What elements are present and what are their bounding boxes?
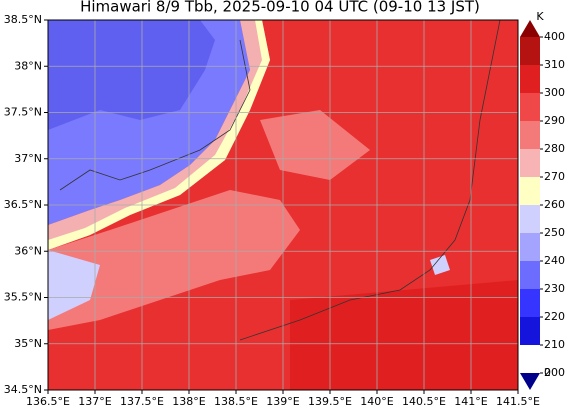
- colorbar-bin: [520, 177, 540, 205]
- colorbar-label: 270: [544, 170, 565, 183]
- x-tick-label: 141.5°E: [496, 395, 540, 408]
- colorbar-bin: [520, 121, 540, 149]
- colorbar-bin: [520, 261, 540, 289]
- colorbar-bin: [520, 65, 540, 93]
- y-tick-label: 38°N: [14, 59, 42, 72]
- x-tick-label: 136.5°E: [26, 395, 70, 408]
- x-tick-label: 140.5°E: [402, 395, 446, 408]
- colorbar-bin: [520, 317, 540, 345]
- y-tick-label: 37°N: [14, 152, 42, 165]
- x-tick-label: 138°E: [172, 395, 205, 408]
- colorbar-bin: [520, 37, 540, 65]
- y-tick-label: 38.5°N: [4, 13, 42, 26]
- x-tick-label: 138.5°E: [214, 395, 258, 408]
- colorbar-bin: [520, 233, 540, 261]
- map-title: Himawari 8/9 Tbb, 2025-09-10 04 UTC (09-…: [80, 0, 480, 16]
- y-tick-label: 37.5°N: [4, 106, 42, 119]
- colorbar-label: 260: [544, 198, 565, 211]
- colorbar-label: 240: [544, 254, 565, 267]
- y-tick-label: 36°N: [14, 244, 42, 257]
- colorbar-label: 400: [544, 30, 565, 43]
- colorbar-label: 280: [544, 142, 565, 155]
- colorbar-bin: [520, 149, 540, 177]
- y-tick-label: 35.5°N: [4, 291, 42, 304]
- colorbar-extend: [520, 20, 540, 37]
- y-tick-label: 34.5°N: [4, 383, 42, 396]
- x-tick-label: 137.5°E: [120, 395, 164, 408]
- colorbar-label: 300: [544, 86, 565, 99]
- colorbar-unit: K: [536, 10, 544, 23]
- colorbar-bin: [520, 205, 540, 233]
- colorbar-bin: [520, 93, 540, 121]
- x-tick-label: 137°E: [78, 395, 111, 408]
- colorbar-extend: [520, 373, 540, 390]
- colorbar-label: 290: [544, 114, 565, 127]
- colorbar-label: 220: [544, 310, 565, 323]
- colorbar-label: 200: [544, 366, 565, 379]
- x-tick-label: 141°E: [454, 395, 487, 408]
- colorbar-bin: [520, 289, 540, 317]
- x-tick-label: 139°E: [266, 395, 299, 408]
- x-tick-label: 140°E: [360, 395, 393, 408]
- colorbar-label: 0: [544, 366, 551, 379]
- y-tick-label: 36.5°N: [4, 198, 42, 211]
- colorbar-label: 230: [544, 282, 565, 295]
- y-tick-label: 35°N: [14, 337, 42, 350]
- x-tick-label: 139.5°E: [308, 395, 352, 408]
- colorbar: [520, 20, 543, 390]
- colorbar-label: 250: [544, 226, 565, 239]
- map-frame: [47, 19, 519, 391]
- colorbar-label: 210: [544, 338, 565, 351]
- colorbar-label: 310: [544, 58, 565, 71]
